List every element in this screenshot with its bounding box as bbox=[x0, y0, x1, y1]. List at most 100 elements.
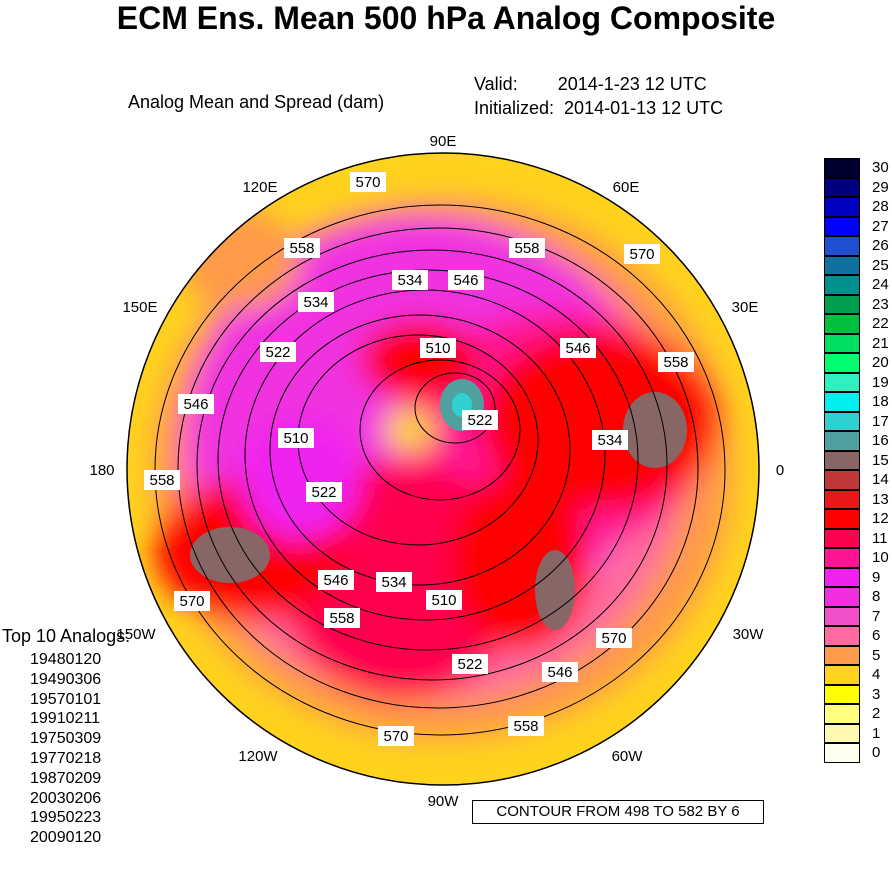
colorbar-swatch bbox=[824, 314, 860, 334]
analogs-title: Top 10 Analogs: bbox=[2, 626, 131, 646]
colorbar-swatch bbox=[824, 158, 860, 178]
colorbar-swatch bbox=[824, 743, 860, 763]
colorbar-label: 22 bbox=[872, 315, 889, 332]
contour-label: 546 bbox=[453, 272, 478, 289]
colorbar-swatch bbox=[824, 489, 860, 509]
lon-label: 30W bbox=[733, 626, 765, 643]
colorbar-label: 5 bbox=[872, 646, 881, 664]
colorbar-swatch bbox=[824, 723, 860, 743]
colorbar-swatch bbox=[824, 392, 860, 412]
analog-date: 19770218 bbox=[30, 749, 102, 767]
valid-time-block: Valid: 2014-1-23 12 UTC Initialized: 2014… bbox=[474, 72, 723, 120]
colorbar-label: 6 bbox=[872, 627, 881, 644]
contour-labels: 570 558 534 546 558 570 546 558 522 510 … bbox=[144, 172, 694, 746]
contour-label: 570 bbox=[179, 593, 204, 610]
contour-label: 558 bbox=[514, 240, 539, 257]
colorbar-swatch bbox=[824, 528, 860, 548]
colorbar-swatch bbox=[824, 177, 860, 197]
colorbar-swatch bbox=[824, 665, 860, 685]
map-boundary bbox=[126, 152, 760, 786]
colorbar-label: 25 bbox=[872, 256, 889, 274]
colorbar-swatch bbox=[824, 509, 860, 529]
colorbar-label: 13 bbox=[872, 490, 889, 508]
contour-label: 522 bbox=[265, 344, 290, 361]
colorbar-label: 18 bbox=[872, 393, 889, 410]
colorbar-label: 26 bbox=[872, 237, 889, 254]
colorbar-swatch bbox=[824, 645, 860, 665]
contour-label: 546 bbox=[323, 572, 348, 589]
contour-label: 558 bbox=[149, 472, 174, 489]
colorbar-swatch bbox=[824, 567, 860, 587]
analog-date: 19480120 bbox=[30, 651, 102, 668]
contour-note: CONTOUR FROM 498 TO 582 BY 6 bbox=[472, 800, 764, 824]
lon-label: 60E bbox=[613, 179, 640, 196]
colorbar-swatch bbox=[824, 704, 860, 724]
colorbar-label: 11 bbox=[872, 529, 888, 547]
colorbar-swatch bbox=[824, 255, 860, 275]
lon-label: 90W bbox=[428, 793, 460, 810]
colorbar-label: 30 bbox=[872, 159, 889, 176]
colorbar-label: 20 bbox=[872, 354, 889, 371]
colorbar-label: 28 bbox=[872, 198, 889, 215]
colorbar-swatch bbox=[824, 450, 860, 470]
contour-label: 546 bbox=[547, 664, 572, 681]
lon-label: 150W bbox=[116, 626, 156, 643]
subtitle: Analog Mean and Spread (dam) bbox=[128, 92, 385, 112]
colorbar-swatch bbox=[824, 587, 860, 607]
colorbar-label: 15 bbox=[872, 451, 889, 469]
colorbar-swatch bbox=[824, 236, 860, 256]
colorbar-label: 7 bbox=[872, 607, 881, 625]
colorbar-label: 24 bbox=[872, 276, 889, 293]
colorbar-swatch bbox=[824, 294, 860, 314]
lon-label: 150E bbox=[122, 299, 157, 316]
analog-date: 19750309 bbox=[30, 730, 102, 748]
lon-label: 120W bbox=[238, 748, 278, 765]
colorbar-swatch bbox=[824, 431, 860, 451]
colorbar-swatch bbox=[824, 275, 860, 295]
colorbar-label: 27 bbox=[872, 217, 889, 235]
colorbar-label: 29 bbox=[872, 178, 889, 196]
analog-date: 19570101 bbox=[30, 690, 102, 708]
analog-date: 20030206 bbox=[30, 789, 102, 807]
contour-label: 570 bbox=[355, 174, 380, 191]
contour-label: 558 bbox=[663, 354, 688, 371]
contour-label: 570 bbox=[383, 728, 408, 745]
lon-label: 180 bbox=[89, 462, 114, 479]
contour-label: 534 bbox=[397, 272, 422, 289]
lon-label: 90E bbox=[430, 133, 457, 150]
longitude-labels: 90E 60E 30E 0 30W 60W 90W 120W 150W 180 … bbox=[89, 133, 784, 810]
colorbar-label: 0 bbox=[872, 744, 881, 761]
contour-label: 522 bbox=[457, 656, 482, 673]
analog-date: 19950223 bbox=[30, 809, 102, 827]
colorbar-label: 19 bbox=[872, 373, 889, 391]
analog-list: 19480120 19490306 19570101 19910211 1975… bbox=[30, 650, 101, 848]
contour-label: 534 bbox=[381, 574, 406, 591]
colorbar-label: 8 bbox=[872, 588, 881, 605]
contour-label: 546 bbox=[565, 340, 590, 357]
contour-label: 534 bbox=[303, 294, 328, 311]
contour-label: 558 bbox=[329, 610, 354, 627]
colorbar-swatch bbox=[824, 684, 860, 704]
lon-label: 30E bbox=[732, 299, 759, 316]
colorbar-label: 9 bbox=[872, 568, 881, 586]
colorbar-label: 3 bbox=[872, 685, 881, 703]
analog-date: 19910211 bbox=[30, 710, 100, 728]
contour-label: 546 bbox=[183, 396, 208, 413]
colorbar-label: 21 bbox=[872, 334, 889, 352]
chart-title: ECM Ens. Mean 500 hPa Analog Composite bbox=[116, 0, 776, 36]
colorbar-label: 14 bbox=[872, 471, 889, 488]
colorbar-label: 23 bbox=[872, 295, 889, 313]
colorbar-label: 10 bbox=[872, 549, 889, 566]
contour-label: 570 bbox=[601, 630, 626, 647]
colorbar-swatch bbox=[824, 216, 860, 236]
initialized-line: Initialized: 2014-01-13 12 UTC bbox=[474, 98, 724, 118]
colorbar-label: 1 bbox=[872, 724, 881, 742]
contour-label: 570 bbox=[629, 246, 654, 263]
contour-label: 522 bbox=[467, 412, 492, 429]
colorbar-swatch bbox=[824, 548, 860, 568]
colorbar-label: 16 bbox=[872, 432, 889, 449]
colorbar-swatch bbox=[824, 411, 860, 431]
valid-line: Valid: 2014-1-23 12 UTC bbox=[474, 74, 707, 94]
colorbar-swatch bbox=[824, 626, 860, 646]
